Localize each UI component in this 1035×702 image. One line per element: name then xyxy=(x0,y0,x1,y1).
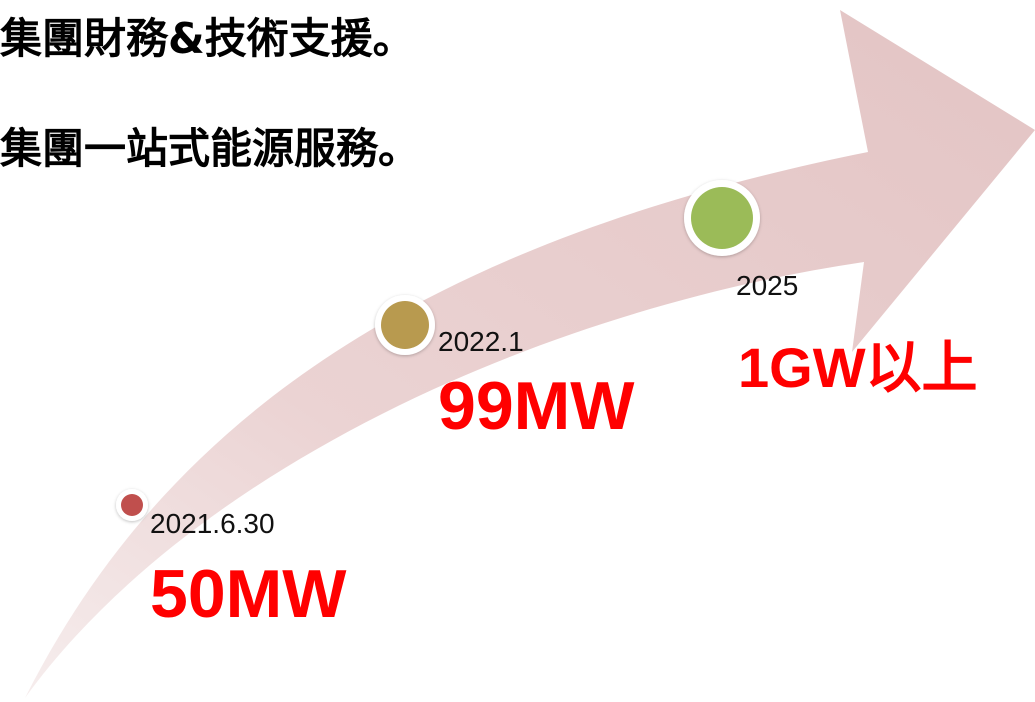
bullet-text-financial-support: 集團財務&技術支援。 xyxy=(0,14,415,63)
milestone-marker-1 xyxy=(116,489,148,521)
milestone-value-2: 99MW xyxy=(438,368,635,444)
growth-arrow xyxy=(25,10,1035,698)
milestone-date-3: 2025 xyxy=(736,270,799,301)
milestone-date-1: 2021.6.30 xyxy=(150,508,275,539)
milestone-date-2: 2022.1 xyxy=(438,326,524,357)
milestone-marker-2 xyxy=(375,295,435,355)
milestone-marker-3 xyxy=(684,180,760,256)
milestone-value-1: 50MW xyxy=(150,556,347,632)
bullet-text-energy-service: 集團一站式能源服務。 xyxy=(0,124,421,173)
milestone-value-3: 1GW以上 xyxy=(738,336,978,399)
